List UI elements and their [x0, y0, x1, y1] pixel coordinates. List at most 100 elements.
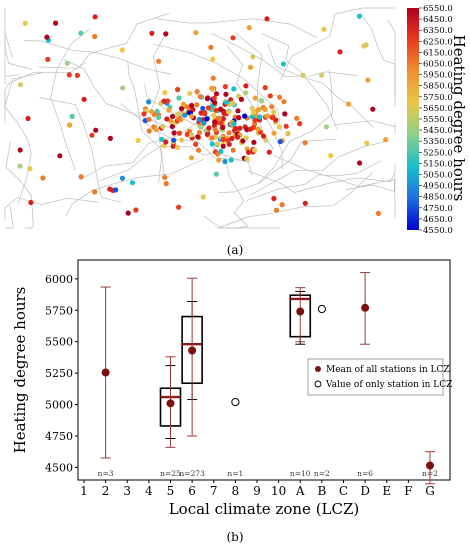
legend: Mean of all stations in LCZ Value of onl… — [307, 358, 452, 396]
road-line — [151, 31, 168, 184]
station-dot — [357, 160, 363, 166]
road-line — [250, 140, 388, 196]
road-line — [246, 160, 382, 201]
station-dot — [177, 111, 183, 117]
y-tick-label: 5750 — [45, 304, 73, 317]
colorbar-tick-label: 5750.0 — [423, 93, 453, 103]
station-dot — [197, 124, 204, 130]
station-dot — [179, 137, 185, 143]
station-dot — [162, 90, 168, 96]
x-tick-label: 1 — [80, 484, 88, 498]
road-line — [50, 28, 90, 171]
station-dot — [175, 86, 181, 93]
road-line — [280, 7, 395, 81]
x-tick-label: C — [339, 484, 348, 498]
station-dot — [170, 113, 176, 120]
station-dot — [196, 130, 202, 136]
road-line — [5, 141, 34, 229]
road-line — [127, 62, 165, 179]
station-dot — [218, 120, 224, 126]
road-line — [211, 32, 357, 77]
station-dot — [78, 174, 84, 180]
mean-A — [295, 287, 306, 343]
station-dot — [67, 122, 73, 128]
count-label: n=273 — [179, 469, 205, 478]
station-dot — [163, 139, 169, 145]
station-dot — [345, 101, 352, 107]
station-dot — [165, 98, 171, 104]
station-dot — [193, 30, 199, 36]
station-dot — [300, 72, 306, 78]
station-dot — [302, 200, 308, 206]
road-line — [155, 18, 317, 39]
station-dot — [262, 85, 268, 91]
station-dot — [277, 94, 283, 100]
x-tick-label: G — [425, 484, 435, 498]
station-dot — [302, 140, 308, 146]
station-dot — [216, 157, 222, 163]
mean-D — [360, 272, 371, 345]
colorbar-tick-label: 5150.0 — [423, 159, 453, 169]
station-dot — [45, 56, 51, 63]
station-dot — [129, 180, 135, 186]
station-dot — [276, 124, 282, 130]
station-dot — [262, 106, 268, 113]
station-dot — [209, 135, 215, 141]
station-dot — [255, 126, 261, 132]
station-dot — [22, 20, 28, 26]
station-dot — [238, 96, 244, 102]
station-dot — [249, 105, 255, 111]
station-dot — [251, 139, 257, 145]
station-dot — [264, 113, 270, 119]
colorbar-tick-label: 5450.0 — [423, 126, 453, 136]
station-dot — [40, 175, 46, 181]
station-dot — [237, 125, 243, 131]
station-dot — [195, 134, 201, 140]
station-dot — [282, 111, 288, 117]
road-line — [24, 40, 172, 75]
station-dot — [125, 210, 131, 216]
road-line — [387, 19, 396, 107]
station-dot — [231, 86, 237, 92]
legend-entry-single: Value of only station in LCZ — [325, 380, 452, 390]
station-dot — [321, 26, 327, 32]
station-dot — [246, 25, 252, 31]
mean-6 — [187, 277, 198, 437]
station-dot — [153, 126, 159, 133]
road-line — [4, 28, 33, 70]
colorbar-tick-label: 6550.0 — [423, 4, 453, 14]
station-dot — [155, 114, 162, 120]
road-line — [4, 62, 86, 109]
station-dot — [92, 33, 98, 40]
station-dot — [188, 132, 195, 138]
station-dot — [161, 98, 167, 104]
mean-marker — [426, 461, 434, 470]
station-dot — [120, 85, 126, 91]
station-dot — [184, 131, 190, 137]
station-dot — [178, 106, 185, 112]
station-dot — [271, 130, 277, 136]
station-dot — [230, 147, 236, 153]
road-line — [235, 32, 283, 170]
colorbar-tick-label: 6050.0 — [423, 60, 453, 70]
station-dot — [78, 30, 84, 36]
road-line — [65, 158, 205, 217]
station-dot — [180, 101, 186, 107]
station-dot — [176, 116, 182, 122]
station-dot — [92, 14, 98, 20]
x-tick-label: 9 — [253, 484, 261, 498]
station-dot — [107, 135, 113, 141]
station-dot — [213, 107, 219, 113]
x-tick-label: 7 — [210, 484, 218, 498]
station-dot — [229, 100, 236, 106]
station-dot — [189, 113, 195, 119]
station-dot — [113, 187, 119, 193]
legend-entry-mean: Mean of all stations in LCZ — [326, 365, 450, 375]
station-dot — [89, 132, 95, 138]
x-tick-label: 4 — [145, 484, 153, 498]
station-dot — [220, 124, 226, 131]
means — [100, 272, 435, 485]
station-dot — [249, 114, 255, 120]
x-axis-label: Local climate zone (LCZ) — [169, 500, 360, 518]
station-dot — [323, 124, 329, 130]
